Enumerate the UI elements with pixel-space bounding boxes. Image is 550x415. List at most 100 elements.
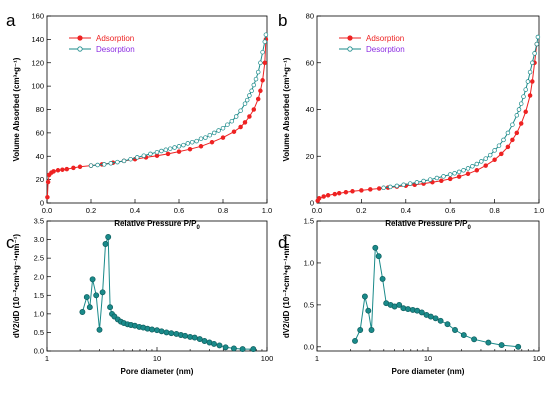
y-tick-label: 1.5 [304, 217, 314, 226]
data-point [220, 135, 226, 140]
data-point [251, 107, 257, 112]
y-tick-label: 0.5 [304, 300, 314, 309]
data-point [222, 344, 229, 351]
x-tick-label: 0.0 [312, 206, 322, 215]
data-point [262, 60, 268, 66]
y-tick-label: 60 [36, 128, 44, 137]
data-point [483, 156, 488, 161]
data-point [388, 184, 393, 190]
data-point [465, 171, 471, 177]
data-point [230, 345, 237, 352]
y-axis-title: Volume Absorbed (cm³•g⁻¹) [12, 57, 21, 161]
y-tick-label: 1.0 [34, 309, 44, 318]
data-point [263, 32, 269, 37]
data-point [83, 294, 90, 301]
data-point [148, 151, 153, 157]
data-point [201, 338, 208, 344]
legend-swatch-marker [77, 35, 83, 41]
data-point [465, 166, 471, 171]
data-point [182, 332, 189, 339]
data-point [88, 163, 94, 168]
data-point [352, 337, 358, 344]
data-point [452, 327, 458, 333]
data-point [516, 107, 522, 112]
data-point [255, 69, 261, 75]
y-axis-title: dV2/dD (10⁻²•cm³•g⁻¹•nm⁻¹) [282, 234, 291, 339]
x-tick-label: 1.0 [534, 206, 544, 215]
y-tick-label: 0.0 [304, 342, 314, 351]
data-point [460, 332, 467, 339]
x-tick-label: 0.8 [218, 206, 228, 215]
data-point [332, 191, 338, 197]
data-point [521, 94, 526, 99]
data-point [461, 168, 466, 173]
legend-entry: Adsorption [366, 34, 404, 43]
data-point [99, 289, 106, 296]
data-point [343, 189, 349, 195]
data-point [418, 309, 425, 316]
data-point [532, 51, 537, 56]
data-point [505, 144, 511, 150]
y-tick-label: 40 [36, 152, 44, 161]
data-point [350, 189, 355, 194]
data-point [191, 334, 198, 341]
series-line [383, 36, 539, 189]
data-point [414, 180, 420, 185]
data-point [211, 130, 217, 136]
data-point [515, 343, 522, 350]
data-point [203, 135, 208, 140]
data-point [474, 168, 480, 173]
data-point [439, 178, 444, 184]
data-point [437, 317, 444, 324]
data-point [316, 196, 322, 201]
data-point [247, 93, 252, 98]
data-point [134, 155, 140, 160]
data-point [470, 164, 475, 169]
data-point [185, 141, 191, 146]
data-point [231, 129, 237, 134]
data-point [71, 165, 76, 171]
chart-panel-a: a 0.0 0.2 0.4 0.6 0.8 1.0 0 20 40 60 80 100 120 140 160… [6, 11, 272, 231]
data-point [394, 183, 400, 189]
data-point [456, 169, 462, 175]
panel-letter: c [6, 233, 15, 252]
x-tick-label: 0.8 [489, 206, 499, 215]
data-point [207, 132, 213, 138]
panel-letter: d [278, 233, 287, 252]
x-tick-label: 0.4 [401, 206, 411, 215]
data-point [198, 144, 204, 149]
data-point [168, 330, 175, 337]
data-point [251, 82, 257, 88]
y-tick-label: 0.0 [34, 347, 44, 356]
data-point [225, 122, 230, 127]
data-point [220, 125, 226, 131]
data-point [381, 185, 386, 191]
data-point [518, 101, 524, 106]
data-point [421, 178, 426, 184]
x-tick-label: 0.2 [356, 206, 366, 215]
x-tick-label: 10 [424, 354, 432, 363]
x-tick-label: 10 [153, 354, 161, 363]
y-tick-label: 160 [31, 12, 44, 21]
data-point [79, 309, 86, 315]
data-point [485, 339, 492, 346]
y-tick-label: 3.0 [34, 235, 44, 244]
data-point [86, 304, 93, 311]
data-point [407, 181, 413, 186]
legend-entry: Desorption [96, 45, 135, 54]
data-point [165, 151, 171, 157]
data-point [45, 179, 51, 185]
data-point [534, 41, 540, 47]
panel-letter: a [6, 11, 16, 30]
data-point [209, 139, 215, 145]
series-line [354, 247, 519, 348]
y-axis-title: dV2/dD (10⁻²•cm³•g⁻¹•nm⁻¹) [12, 234, 21, 339]
data-point [376, 186, 382, 191]
data-point [357, 327, 364, 333]
data-point [141, 153, 147, 158]
data-point [101, 162, 107, 167]
data-point [149, 326, 155, 333]
data-point [535, 34, 541, 40]
data-point [492, 157, 497, 163]
